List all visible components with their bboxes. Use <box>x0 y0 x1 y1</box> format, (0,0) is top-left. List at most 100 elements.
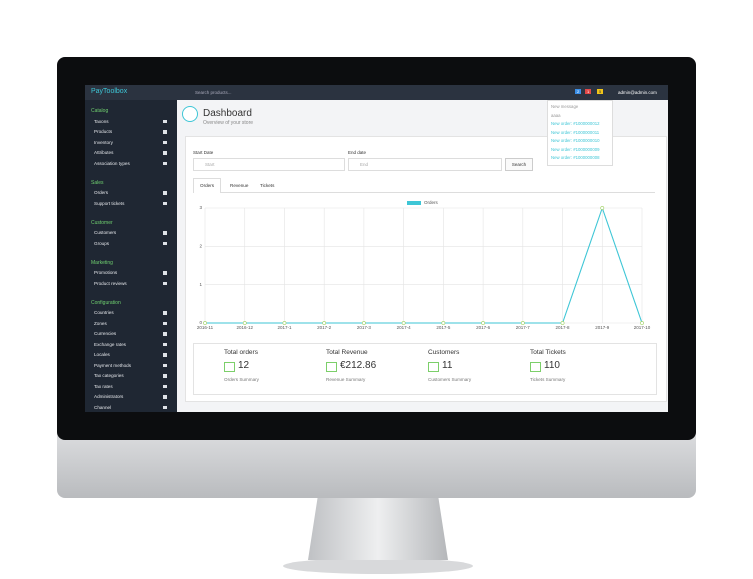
sidebar-icon <box>163 311 167 315</box>
sidebar-item[interactable]: Customers <box>94 230 117 235</box>
y-tick-label: 3 <box>199 205 202 210</box>
sidebar-item[interactable]: Product reviews <box>94 280 127 286</box>
sidebar-item[interactable]: Taxons <box>94 118 109 124</box>
sidebar-item[interactable]: Exchange rates <box>94 341 126 347</box>
sidebar-section: Catalog <box>91 108 109 114</box>
sidebar-item[interactable]: Administrators <box>94 394 124 399</box>
logo[interactable]: PayToolbox <box>91 88 128 95</box>
summary-icon <box>530 362 541 372</box>
sidebar-item[interactable]: Locales <box>94 352 110 357</box>
sidebar <box>85 100 177 412</box>
point <box>282 321 287 325</box>
x-tick-label: 2017-10 <box>634 325 651 330</box>
y-tick-label: 0 <box>199 320 202 325</box>
sidebar-icon <box>163 201 167 205</box>
y-tick-label: 2 <box>199 244 202 249</box>
sidebar-section: Marketing <box>91 259 113 266</box>
badge[interactable]: 5 <box>597 89 604 94</box>
sidebar-icon <box>163 363 167 367</box>
sidebar-item[interactable]: Tax categories <box>94 373 124 378</box>
sidebar-icon <box>163 374 167 378</box>
sidebar-icon <box>163 231 167 235</box>
label: Start Date <box>193 150 214 155</box>
summary-icon <box>428 362 439 372</box>
x-tick-label: 2017-7 <box>516 325 531 330</box>
summary-value: €212.86 <box>340 360 377 371</box>
sidebar-item[interactable]: Currencies <box>94 331 117 336</box>
sidebar-icon <box>163 151 167 155</box>
topbar <box>85 85 668 100</box>
sidebar-item[interactable]: Promotions <box>94 270 118 275</box>
summary-label: Orders Summary <box>224 377 259 382</box>
notification[interactable]: New order: #1000000010 <box>551 138 600 143</box>
sidebar-section: Sales <box>91 179 104 186</box>
line <box>205 206 643 324</box>
point <box>640 321 644 325</box>
tab[interactable]: Revenue <box>230 183 249 188</box>
notification[interactable]: New order: #1000000008 <box>551 155 600 160</box>
badge[interactable]: 2 <box>575 89 582 94</box>
sidebar-icon <box>163 119 167 123</box>
notifications-dropdown <box>547 100 613 166</box>
sidebar-item[interactable]: Inventory <box>94 139 113 145</box>
notification[interactable]: New order: #1000000011 <box>551 129 600 135</box>
active-tab <box>193 178 221 193</box>
legend-swatch <box>407 201 421 205</box>
sidebar-section: Customer <box>91 219 113 226</box>
sidebar-item[interactable]: Attributes <box>94 150 114 155</box>
summary-title: Total Tickets <box>530 349 566 356</box>
badge[interactable]: 1 <box>585 89 592 94</box>
notification[interactable]: New message <box>551 104 579 109</box>
search-button[interactable]: Search <box>505 158 533 171</box>
sidebar-icon <box>163 130 167 134</box>
home-icon <box>182 106 198 122</box>
x-tick-label: 2017-8 <box>556 325 571 330</box>
notification[interactable]: aaaa <box>551 112 561 118</box>
date-input[interactable] <box>348 158 502 171</box>
x-tick-label: 2017-6 <box>476 325 491 330</box>
point <box>520 321 525 325</box>
summary-icon <box>326 362 337 372</box>
sidebar-item[interactable]: Support tickets <box>94 200 125 206</box>
x-tick-label: 2017-2 <box>317 325 332 330</box>
tabs <box>193 178 655 193</box>
sidebar-icon <box>163 405 167 409</box>
sidebar-icon <box>163 161 167 165</box>
notification[interactable]: New order: #1000000012 <box>551 121 600 126</box>
x-tick-label: 2017-1 <box>277 325 292 330</box>
sidebar-icon <box>163 332 167 336</box>
sidebar-item[interactable]: Payment methods <box>94 362 132 368</box>
placeholder: End <box>360 162 369 167</box>
point <box>322 321 327 325</box>
legend-label: Orders <box>424 200 439 205</box>
summary-title: Total orders <box>224 349 258 356</box>
tab[interactable]: Tickets <box>260 183 275 188</box>
panel <box>185 136 667 402</box>
summary-title: Customers <box>428 349 460 356</box>
point <box>401 321 406 325</box>
screen: PayToolbox Search products... 2 1 5 admi… <box>85 85 668 412</box>
sidebar-item[interactable]: Association types <box>94 160 130 166</box>
sidebar-item[interactable]: Zones <box>94 320 107 326</box>
page-subtitle: Overview of your store <box>203 120 254 126</box>
sidebar-icon <box>163 271 167 275</box>
tab[interactable]: Orders <box>200 183 215 188</box>
summary-label: Tickets Summary <box>530 377 566 382</box>
sidebar-icon <box>163 281 167 285</box>
search-input[interactable]: Search products... <box>195 90 232 95</box>
point <box>600 206 605 210</box>
sidebar-item[interactable]: Products <box>94 129 113 134</box>
sidebar-item[interactable]: Groups <box>94 240 110 246</box>
x-tick-label: 2016-12 <box>236 325 253 330</box>
user-menu[interactable]: admin@admin.com <box>618 90 657 95</box>
sidebar-icon <box>163 241 167 245</box>
notification[interactable]: New order: #1000000009 <box>551 146 600 152</box>
sidebar-item[interactable]: Channel <box>94 404 112 410</box>
sidebar-icon <box>163 342 167 346</box>
point <box>242 321 247 325</box>
sidebar-item[interactable]: Tax rates <box>94 383 113 389</box>
sidebar-item[interactable]: Countries <box>94 310 114 315</box>
sidebar-item[interactable]: Orders <box>94 190 109 195</box>
date-input[interactable] <box>193 158 345 171</box>
sidebar-section: Configuration <box>91 299 121 306</box>
